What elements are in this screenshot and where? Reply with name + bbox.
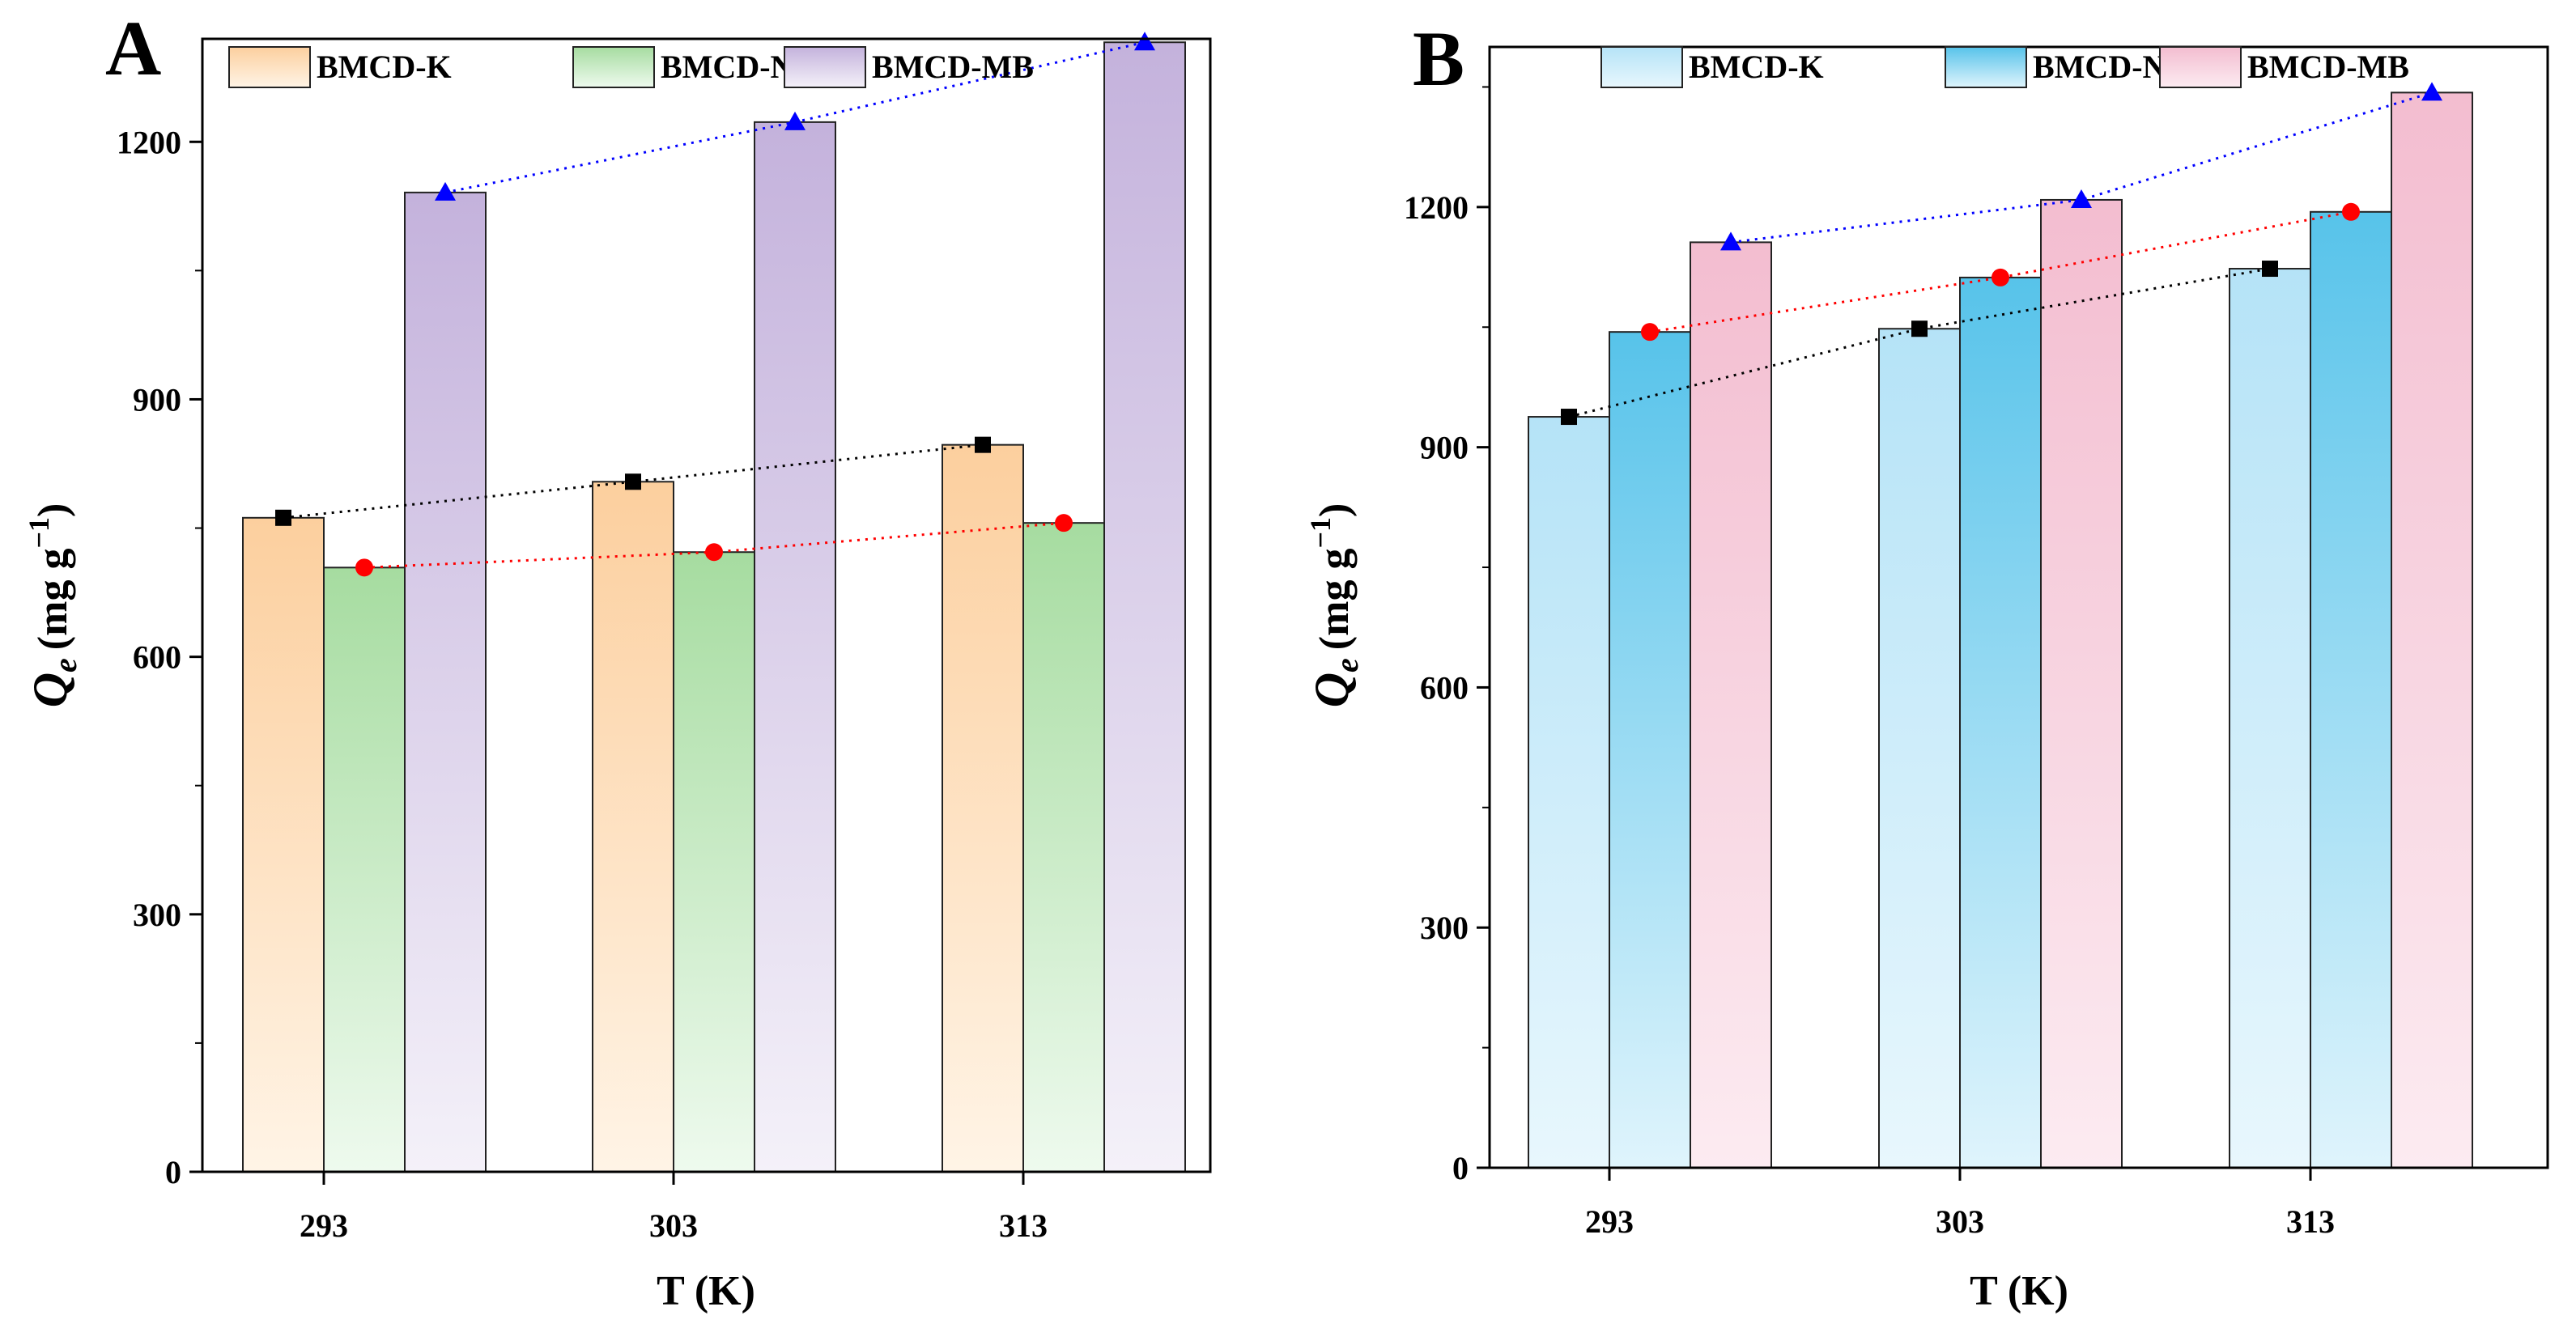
bar-bmcd-mb-293	[1690, 241, 1772, 1169]
panel-b-legend: BMCD-K BMCD-Na BMCD-MB	[1600, 46, 2409, 88]
legend-swatch-bmcd-k	[228, 46, 311, 88]
bar-bmcd-na-303	[1959, 276, 2042, 1169]
bar-bmcd-mb-313	[2391, 91, 2473, 1169]
panel-a-y-ticks: 0 300 600 900 1200	[117, 124, 202, 1190]
panel-a-letter: A	[105, 5, 161, 91]
legend-label-bmcd-mb: BMCD-MB	[2247, 49, 2409, 85]
y-tick-label-300: 300	[133, 897, 181, 933]
marker-bmcd-k-293	[1561, 409, 1577, 426]
bar-bmcd-mb-313	[1103, 41, 1186, 1173]
y-tick-label-900: 900	[1420, 430, 1469, 466]
bar-bmcd-mb-293	[404, 191, 487, 1173]
panel-b-y-axis-symbol: Q	[1305, 672, 1358, 707]
x-tick-label-313: 313	[2286, 1203, 2335, 1240]
x-tick-label-303: 303	[1936, 1203, 1984, 1240]
y-tick-label-0: 0	[1452, 1150, 1469, 1186]
bar-bmcd-k-313	[2229, 268, 2311, 1169]
panel-a-y-axis-label: Qe (mg g−1)	[23, 503, 83, 708]
y-tick-label-1200: 1200	[1404, 189, 1469, 226]
marker-bmcd-k-303	[625, 473, 641, 490]
marker-bmcd-mb-293	[1720, 231, 1741, 251]
bar-bmcd-k-303	[1878, 328, 1961, 1169]
marker-bmcd-na-293	[1641, 323, 1659, 342]
bar-bmcd-k-313	[942, 443, 1024, 1173]
legend-label-bmcd-na: BMCD-Na	[2033, 49, 2182, 85]
panel-a-x-axis-label: T (K)	[657, 1268, 755, 1314]
marker-bmcd-k-313	[975, 436, 991, 453]
bar-bmcd-na-293	[323, 566, 406, 1173]
panel-a-bars	[242, 41, 1186, 1173]
bar-bmcd-k-293	[242, 516, 325, 1173]
legend-swatch-bmcd-k	[1600, 46, 1683, 88]
legend-label-bmcd-mb: BMCD-MB	[872, 49, 1034, 85]
legend-swatch-bmcd-mb	[784, 46, 866, 88]
legend-swatch-bmcd-na	[572, 46, 655, 88]
panel-a-plot-frame	[201, 37, 1212, 1173]
marker-bmcd-na-303	[705, 543, 723, 562]
bar-bmcd-na-313	[1022, 522, 1105, 1173]
panel-b-x-axis-label: T (K)	[1970, 1268, 2068, 1314]
bar-bmcd-na-293	[1609, 331, 1691, 1169]
panel-b-y-axis-unit-close: )	[1311, 503, 1358, 517]
panel-b-markers	[1561, 82, 2442, 426]
panel-b-letter: B	[1413, 15, 1464, 102]
bar-bmcd-na-303	[673, 551, 755, 1173]
bar-bmcd-mb-303	[754, 121, 836, 1173]
marker-bmcd-mb-313	[1134, 32, 1155, 51]
legend-swatch-bmcd-mb	[2159, 46, 2242, 88]
panel-a-y-axis-exponent: −1	[23, 517, 55, 549]
marker-bmcd-na-303	[1992, 268, 2009, 286]
bar-bmcd-k-293	[1528, 416, 1610, 1169]
panel-b-y-axis-exponent: −1	[1304, 517, 1337, 549]
y-tick-label-600: 600	[1420, 669, 1469, 706]
x-tick-label-293: 293	[300, 1207, 348, 1244]
marker-bmcd-na-313	[2342, 202, 2360, 221]
marker-bmcd-k-293	[275, 509, 291, 526]
marker-bmcd-na-313	[1055, 514, 1073, 532]
y-tick-label-0: 0	[165, 1154, 181, 1190]
marker-bmcd-k-313	[2262, 261, 2278, 278]
panel-b-y-axis-label: Qe (mg g−1)	[1304, 503, 1365, 708]
panel-b-bars	[1528, 91, 2473, 1169]
panel-a-legend: BMCD-K BMCD-Na BMCD-MB	[228, 46, 1034, 88]
y-tick-label-1200: 1200	[117, 124, 181, 160]
panel-b-y-axis-subscript: e	[1328, 658, 1365, 672]
panel-b: B 0 300 600 900 1200 293 303 313 BMCD-K BMCD-Na…	[1304, 15, 2549, 1314]
y-tick-label-300: 300	[1420, 910, 1469, 946]
marker-bmcd-mb-303	[2071, 189, 2092, 208]
trend-line-bmcd-na	[1649, 210, 2352, 333]
marker-bmcd-mb-303	[784, 111, 806, 130]
panel-b-trend-lines	[1568, 91, 2433, 418]
marker-bmcd-mb-293	[435, 181, 456, 201]
panel-a-y-axis-subscript: e	[47, 658, 83, 672]
legend-label-bmcd-k: BMCD-K	[317, 49, 452, 85]
marker-bmcd-k-303	[1911, 320, 1928, 337]
y-tick-label-900: 900	[133, 381, 181, 418]
panel-a-y-axis-unit: (mg g	[30, 549, 76, 651]
panel-a-x-ticks: 293 303 313	[300, 1172, 1048, 1244]
panel-b-y-ticks: 0 300 600 900 1200	[1404, 86, 1490, 1186]
x-tick-label-303: 303	[649, 1207, 698, 1244]
panel-a-y-axis-symbol: Q	[23, 672, 77, 707]
bar-bmcd-na-313	[2310, 210, 2392, 1169]
panel-a: A 0 300 600 900 1200 293 303 313 BMCD-K BMCD-Na…	[23, 5, 1212, 1314]
x-tick-label-293: 293	[1585, 1203, 1634, 1240]
y-tick-label-600: 600	[133, 639, 181, 676]
marker-bmcd-na-293	[355, 558, 373, 577]
legend-label-bmcd-k: BMCD-K	[1689, 49, 1824, 85]
marker-bmcd-mb-313	[2421, 82, 2442, 101]
panel-a-markers	[275, 32, 1155, 577]
bar-bmcd-mb-303	[2040, 198, 2123, 1169]
x-tick-label-313: 313	[999, 1207, 1048, 1244]
panel-b-x-ticks: 293 303 313	[1585, 1168, 2335, 1240]
legend-swatch-bmcd-na	[1945, 46, 2027, 88]
bar-bmcd-k-303	[592, 481, 674, 1173]
panel-a-y-axis-unit-close: )	[30, 503, 76, 517]
panel-b-y-axis-unit: (mg g	[1311, 549, 1358, 651]
